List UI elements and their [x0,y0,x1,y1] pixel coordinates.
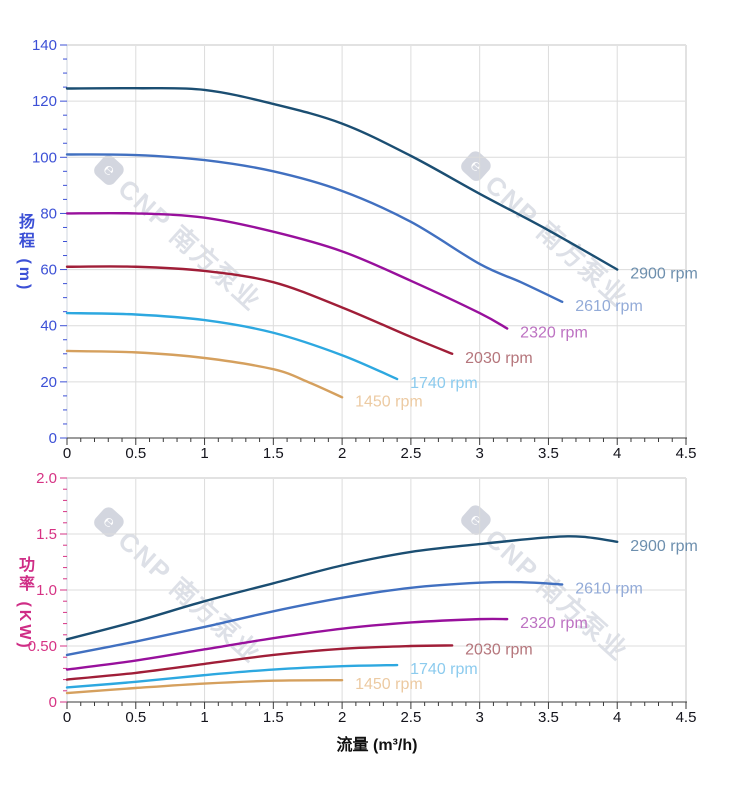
curve-1740-rpm [65,663,399,689]
curve-label-2900-rpm: 2900 rpm [630,538,698,555]
curve-label-2610-rpm: 2610 rpm [575,580,643,597]
curve-2030-rpm [65,644,454,681]
head-y-axis-title: 扬程 (m) [16,213,33,293]
x-tick-label: 4 [613,709,621,726]
curve-label-1740-rpm: 1740 rpm [410,661,478,678]
y-tick-label: 120 [32,93,57,110]
x-tick-label: 1.5 [263,445,284,462]
curve-label-2320-rpm: 2320 rpm [520,615,588,632]
y-tick-label: 80 [40,205,57,222]
curve-2610-rpm [65,153,564,304]
curve-1740-rpm [65,311,399,381]
x-tick-label: 2 [338,445,346,462]
curve-2610-rpm [65,580,564,657]
power-chart: 0 0.5 1 1.5 2 2.5 3 3.5 4 4.5 0 0.50 1.0 1.5 2.0 2900 r… [28,470,698,726]
curve-label-2610-rpm: 2610 rpm [575,298,643,315]
x-tick-label: 2 [338,709,346,726]
x-tick-label: 0.5 [125,709,146,726]
x-tick-label: 4.5 [676,709,697,726]
y-tick-label: 100 [32,149,57,166]
x-tick-label: 0 [63,709,71,726]
curve-label-2900-rpm: 2900 rpm [630,266,698,283]
x-tick-label: 4 [613,445,621,462]
x-tick-label: 0 [63,445,71,462]
x-tick-label: 0.5 [125,445,146,462]
y-tick-label: 1.5 [36,526,57,543]
y-tick-label: 1.0 [36,582,57,599]
curve-2320-rpm [65,617,509,671]
x-tick-label: 3.5 [538,445,559,462]
curve-2030-rpm [65,265,454,355]
x-tick-label: 1 [200,709,208,726]
curve-label-1450-rpm: 1450 rpm [355,676,423,693]
curve-label-2030-rpm: 2030 rpm [465,350,533,367]
x-tick-label: 3 [475,445,483,462]
head-chart: 0 0.5 1 1.5 2 2.5 3 3.5 4 4.5 0 20 40 60 80 100 120 140 29… [32,37,698,462]
flow-x-axis-title: 流量 (m³/h) [336,737,418,754]
x-tick-label: 1.5 [263,709,284,726]
x-tick-label: 1 [200,445,208,462]
y-tick-label: 0 [49,430,57,447]
x-tick-label: 3.5 [538,709,559,726]
curve-label-1450-rpm: 1450 rpm [355,393,423,410]
x-tick-label: 2.5 [400,445,421,462]
power-y-axis-title: 功率 (KW) [16,556,33,651]
y-tick-label: 0 [49,694,57,711]
curve-2900-rpm [65,86,619,271]
x-tick-label: 3 [475,709,483,726]
x-tick-label: 2.5 [400,709,421,726]
y-tick-label: 40 [40,318,57,335]
y-tick-label: 2.0 [36,470,57,487]
y-tick-label: 60 [40,262,57,279]
curve-2320-rpm [65,211,509,330]
curve-2900-rpm [65,535,619,641]
y-tick-label: 20 [40,374,57,391]
curve-1450-rpm [65,349,344,399]
curve-label-2320-rpm: 2320 rpm [520,325,588,342]
y-tick-label: 0.50 [28,638,57,655]
curve-1450-rpm [65,678,344,695]
y-tick-label: 140 [32,37,57,54]
x-tick-label: 4.5 [676,445,697,462]
curve-label-2030-rpm: 2030 rpm [465,641,533,658]
curve-label-1740-rpm: 1740 rpm [410,375,478,392]
